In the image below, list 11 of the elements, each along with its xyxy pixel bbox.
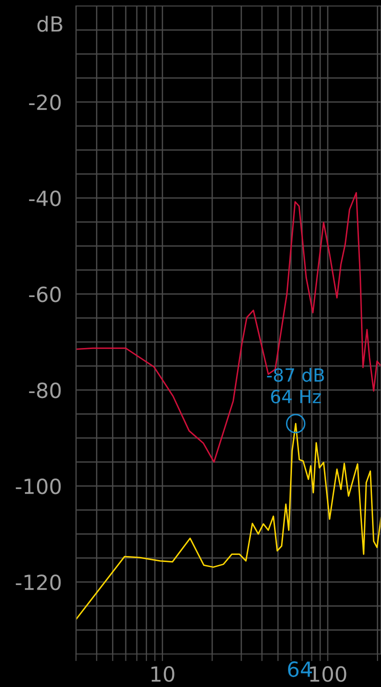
y-tick-label: -120 [16,574,61,590]
y-tick-label: -100 [16,478,61,494]
text: 64 [288,661,312,678]
x-tick-label: 100 [310,666,346,682]
y-tick-label: -80 [29,382,61,398]
annotation: -87 dB 64 Hz [267,368,324,404]
x-tick-label: 10 [151,666,174,682]
y-tick-label: -60 [29,286,61,302]
y-tick-label: -40 [29,190,61,206]
y-axis-title: dB [37,16,62,32]
y-tick-label: -20 [29,94,61,110]
